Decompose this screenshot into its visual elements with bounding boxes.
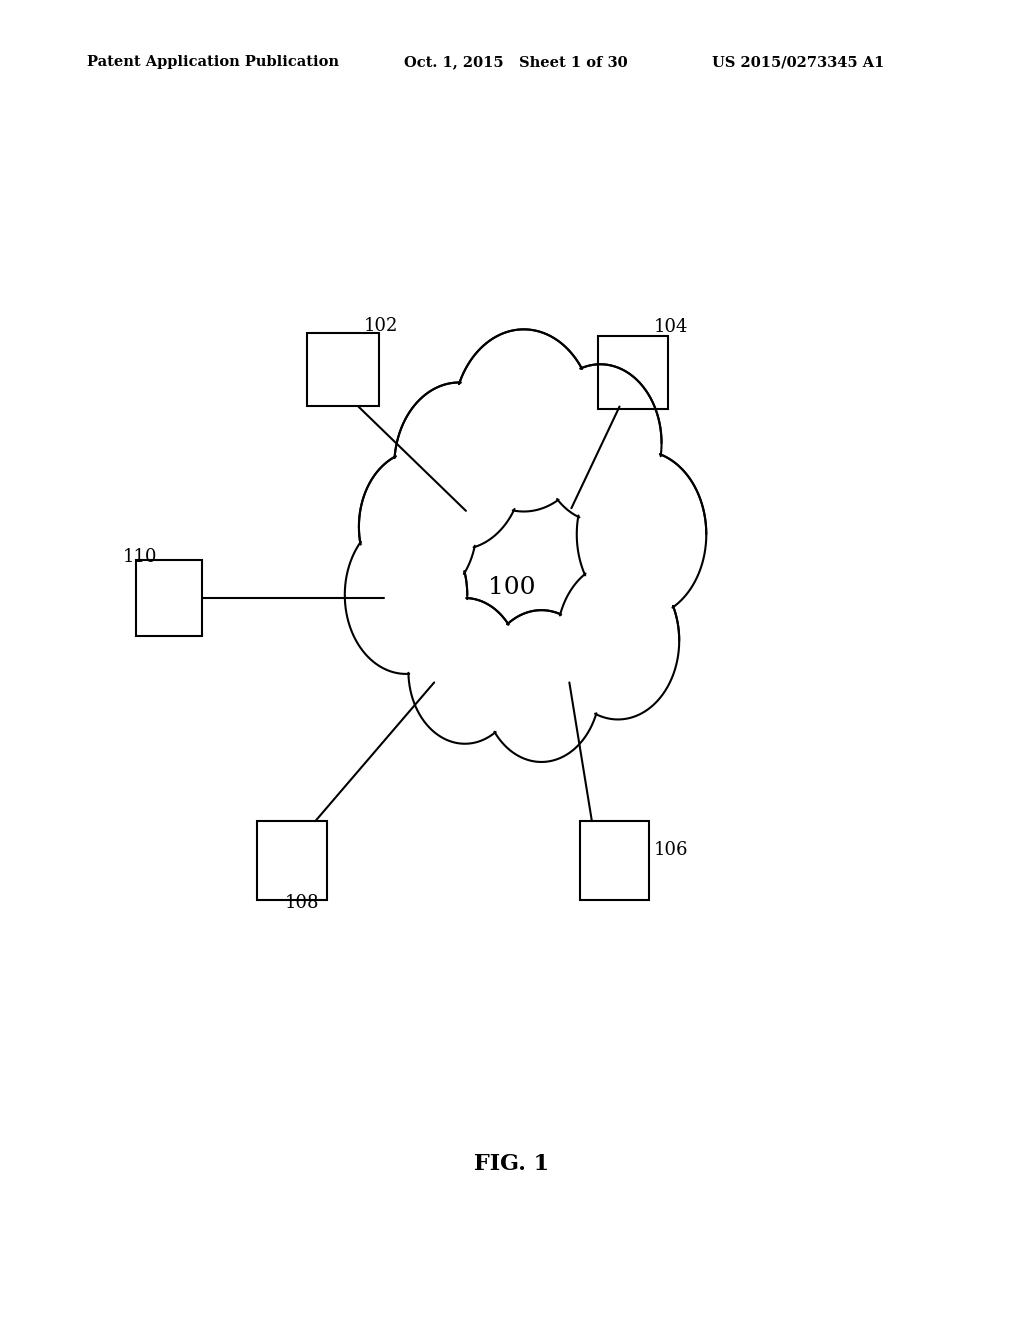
Bar (307, 333, 379, 407)
Bar (580, 821, 649, 900)
Bar (598, 335, 668, 409)
Bar (257, 821, 327, 900)
Text: US 2015/0273345 A1: US 2015/0273345 A1 (712, 55, 884, 70)
Text: 102: 102 (364, 317, 398, 335)
Text: 100: 100 (488, 576, 536, 599)
Text: Patent Application Publication: Patent Application Publication (87, 55, 339, 70)
Text: 110: 110 (123, 548, 158, 566)
Text: FIG. 1: FIG. 1 (474, 1154, 550, 1175)
Text: 108: 108 (285, 894, 319, 912)
Text: 104: 104 (653, 318, 688, 337)
Text: 106: 106 (653, 841, 688, 859)
Bar (135, 560, 203, 636)
Text: Oct. 1, 2015   Sheet 1 of 30: Oct. 1, 2015 Sheet 1 of 30 (404, 55, 628, 70)
